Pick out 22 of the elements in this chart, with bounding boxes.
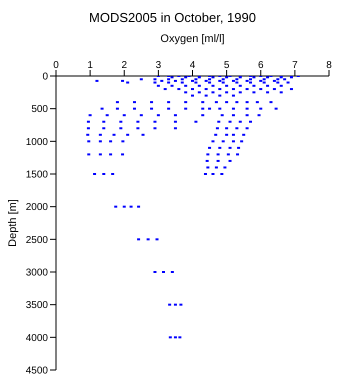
y-tick-label: 1500 [26,170,48,181]
x-tick-label: 2 [121,60,128,71]
x-tick-label: 8 [326,60,332,71]
y-axis-title: Depth [m] [6,199,19,247]
y-tick-label: 3500 [26,300,48,312]
y-tick-label: 1000 [26,136,48,148]
x-tick-label: 4 [190,60,196,71]
x-tick-label: 3 [156,60,162,71]
y-tick-label: 2000 [26,202,48,214]
x-tick-label: 1 [87,60,94,71]
x-axis-title: Oxygen [ml/l] [160,32,225,45]
y-tick-label: 4000 [26,332,48,344]
y-tick-label: 500 [31,104,48,116]
x-tick-label: 0 [53,60,60,71]
y-tick-label: 3000 [26,268,48,279]
x-tick-label: 6 [258,60,264,71]
x-tick-label: 7 [292,60,298,71]
y-tick-label: 2500 [26,234,48,246]
x-tick-label: 5 [224,60,230,71]
y-tick-label: 4500 [26,366,48,377]
y-tick-label: 0 [42,72,48,83]
chart-title: MODS2005 in October, 1990 [88,9,257,27]
